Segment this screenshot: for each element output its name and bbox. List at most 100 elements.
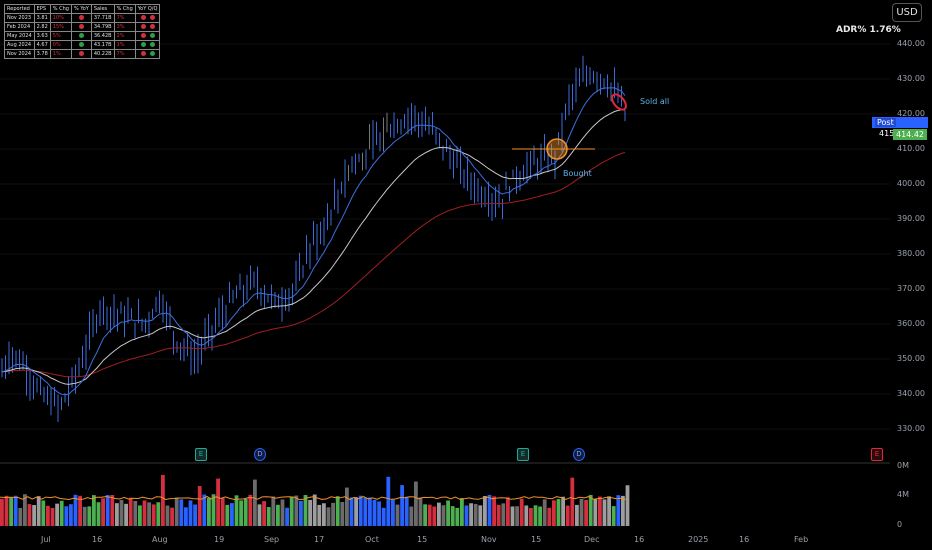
volume-bar — [432, 506, 437, 526]
volume-bar — [23, 494, 27, 526]
volume-bar — [92, 495, 96, 526]
earnings-event-icon[interactable]: E — [517, 448, 529, 461]
earnings-table: Reported EPS % Chg % YoY Sales % Chg YoY… — [4, 4, 161, 59]
status-dot — [78, 24, 84, 29]
post-price-tag: Post 415.01 — [872, 117, 928, 138]
volume-bar — [372, 499, 377, 526]
volume-bar — [317, 504, 322, 526]
earnings-table-row: Nov 2024 3.78 1% 40.22B 7% — [4, 49, 161, 59]
volume-bar — [437, 502, 441, 526]
header-cell: % YoY — [70, 4, 92, 14]
volume-bar — [156, 502, 161, 526]
header-cell: % Chg — [49, 4, 72, 14]
ema-fast-line — [1, 87, 626, 396]
volume-bar — [299, 500, 303, 526]
volume-bar — [625, 485, 630, 526]
volume-bar — [36, 496, 41, 526]
earnings-table-header: Reported EPS % Chg % YoY Sales % Chg YoY… — [4, 4, 161, 14]
status-dot — [149, 15, 155, 20]
price-axis-label: 330.00 — [897, 424, 925, 433]
volume-bar — [510, 506, 515, 526]
volume-bar — [538, 506, 542, 526]
volume-bar — [128, 497, 133, 526]
volume-bar — [55, 503, 59, 526]
future-earnings-event-icon[interactable]: E — [871, 448, 883, 461]
sold-marker[interactable] — [609, 92, 628, 112]
price-axis-label: 380.00 — [897, 249, 925, 258]
bought-label: Bought — [563, 169, 592, 178]
dividend-event-icon[interactable]: D — [573, 448, 585, 461]
volume-bar — [340, 502, 345, 526]
table-cell-sales-chg: 1% — [113, 40, 136, 50]
volume-bar — [547, 507, 552, 526]
table-cell-yoy-dot — [70, 49, 92, 59]
table-cell-chg: 15% — [49, 22, 72, 32]
volume-bar — [427, 504, 432, 526]
time-axis-label: Jul — [41, 535, 51, 544]
volume-bar — [579, 498, 584, 526]
status-dot — [140, 24, 146, 29]
volume-bar — [455, 507, 460, 526]
price-axis-label: 370.00 — [897, 284, 925, 293]
table-cell-chg: 1% — [49, 49, 72, 59]
volume-bar — [174, 497, 179, 526]
volume-bar — [621, 495, 625, 526]
volume-bar — [391, 499, 395, 526]
volume-bar — [423, 504, 427, 526]
volume-bar — [593, 498, 598, 526]
table-cell-yoy-dot — [70, 31, 92, 41]
volume-bar — [257, 504, 262, 526]
table-cell-sales: 36.42B — [90, 31, 115, 41]
volume-bar — [533, 505, 538, 526]
volume-bar — [147, 502, 151, 526]
time-axis-label: 15 — [531, 535, 542, 544]
volume-bar — [464, 505, 469, 526]
earnings-event-icon[interactable]: E — [195, 448, 207, 461]
volume-bar — [239, 500, 243, 526]
table-cell-sales-chg: 3% — [113, 22, 136, 32]
volume-bar — [460, 498, 464, 526]
volume-bar — [142, 500, 147, 526]
volume-bar — [570, 477, 575, 526]
volume-bar — [441, 505, 446, 526]
volume-bar — [607, 496, 611, 526]
price-axis-label: 440.00 — [897, 39, 925, 48]
ema-slow-line — [1, 152, 626, 378]
bought-marker[interactable] — [546, 138, 568, 160]
time-axis-label: 17 — [314, 535, 325, 544]
header-cell: Sales — [90, 4, 115, 14]
status-dot — [78, 15, 84, 20]
volume-bar — [506, 497, 510, 526]
volume-bar — [73, 494, 78, 526]
volume-bar — [59, 500, 64, 526]
volume-bar — [331, 502, 335, 526]
volume-bar — [280, 499, 285, 526]
time-axis-label: Nov — [481, 535, 497, 544]
volume-bar — [611, 506, 616, 526]
table-cell-qoq-dots — [134, 31, 161, 41]
volume-bar — [312, 494, 317, 526]
volume-bar — [124, 503, 128, 526]
volume-bar — [220, 497, 225, 526]
volume-bar — [561, 496, 565, 526]
table-cell-period: Nov 2023 — [4, 13, 35, 23]
price-axis-label: 400.00 — [897, 179, 925, 188]
volume-bar — [234, 495, 239, 526]
currency-button[interactable]: USD — [892, 3, 922, 22]
volume-bar — [588, 494, 593, 526]
price-axis-label: 420.00 — [897, 109, 925, 118]
volume-bar — [225, 504, 230, 526]
volume-bar — [501, 503, 506, 526]
volume-bar — [469, 503, 473, 526]
volume-bar — [165, 505, 170, 526]
dividend-event-icon[interactable]: D — [254, 448, 266, 461]
table-cell-eps: 3.78 — [33, 49, 51, 59]
status-dot — [149, 33, 155, 38]
volume-bar — [161, 474, 165, 526]
volume-bar — [565, 505, 570, 526]
time-axis-label: 16 — [739, 535, 750, 544]
status-dot — [149, 24, 155, 29]
price-axis-label: 410.00 — [897, 144, 925, 153]
volume-bar — [197, 486, 202, 526]
